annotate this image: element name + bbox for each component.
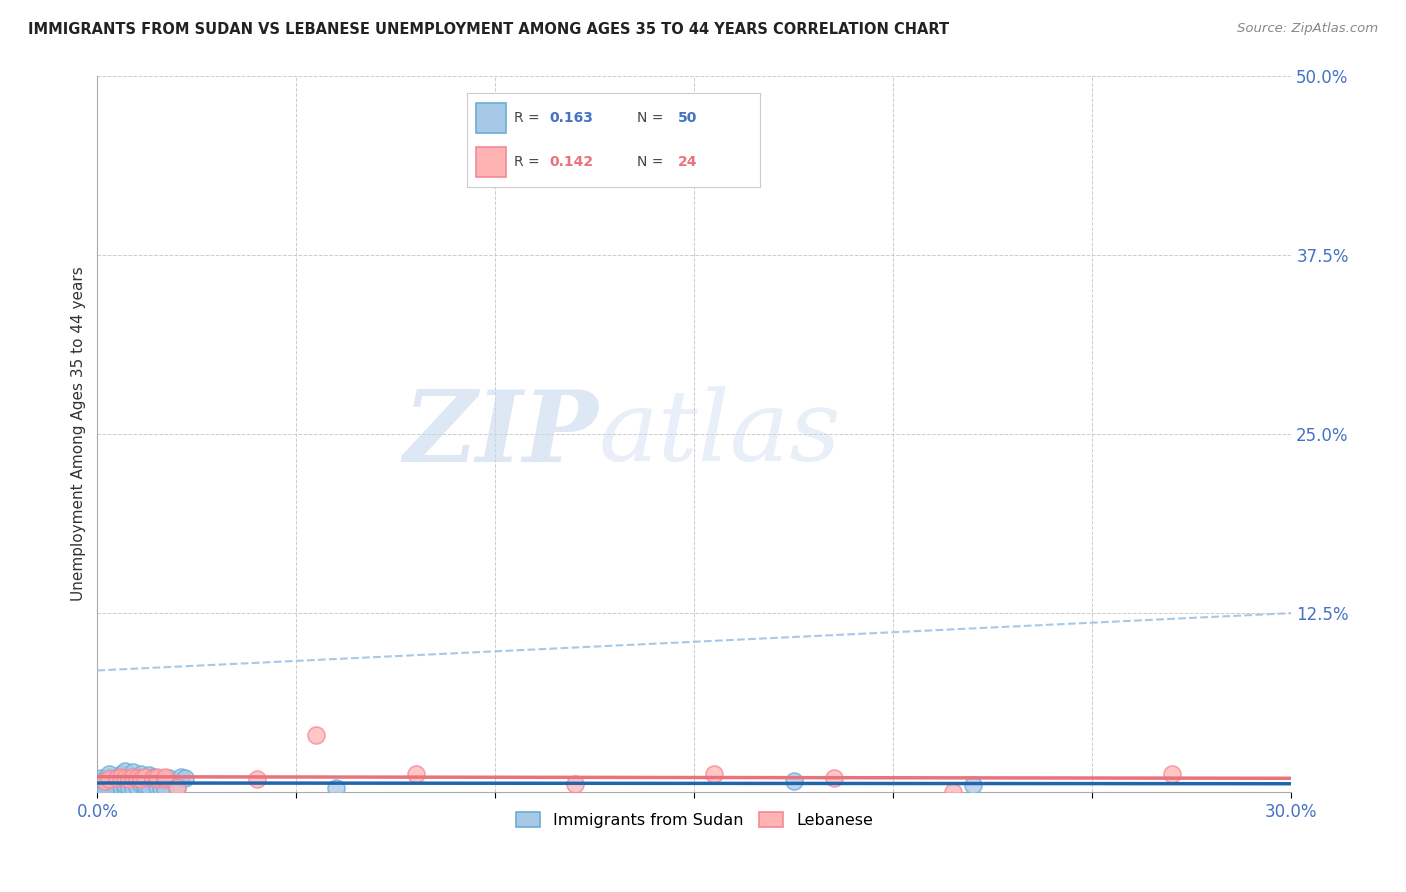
Point <box>110 766 132 780</box>
Point <box>103 773 125 788</box>
Point <box>94 777 117 791</box>
Point <box>127 770 149 784</box>
Point <box>122 782 145 797</box>
Point <box>157 771 180 785</box>
Point <box>114 771 136 785</box>
Point <box>146 780 169 794</box>
Point <box>153 782 176 797</box>
Point <box>703 766 725 780</box>
Point <box>94 773 117 788</box>
Point <box>153 772 176 787</box>
Point <box>129 766 152 780</box>
Point <box>105 782 128 797</box>
Point <box>962 778 984 792</box>
Point <box>94 775 117 789</box>
Point <box>90 773 112 788</box>
Point <box>114 780 136 795</box>
Point <box>105 778 128 792</box>
Text: atlas: atlas <box>599 386 842 482</box>
Point <box>138 768 160 782</box>
Point <box>146 770 169 784</box>
Legend: Immigrants from Sudan, Lebanese: Immigrants from Sudan, Lebanese <box>509 806 879 835</box>
Point <box>138 780 160 794</box>
Point <box>325 780 347 795</box>
Point <box>564 777 586 791</box>
Point <box>170 770 193 784</box>
Point <box>94 778 117 792</box>
Y-axis label: Unemployment Among Ages 35 to 44 years: Unemployment Among Ages 35 to 44 years <box>72 267 86 601</box>
Point <box>823 771 845 785</box>
Point <box>405 766 427 780</box>
Point <box>245 772 267 787</box>
Point <box>134 780 156 795</box>
Point <box>134 770 156 784</box>
Point <box>150 780 173 795</box>
Point <box>98 782 121 797</box>
Text: Source: ZipAtlas.com: Source: ZipAtlas.com <box>1237 22 1378 36</box>
Point <box>118 770 141 784</box>
Point <box>94 780 117 794</box>
Point <box>98 766 121 780</box>
Point <box>98 772 121 787</box>
Point <box>129 772 152 787</box>
Point <box>98 770 121 784</box>
Point <box>94 784 117 798</box>
Point <box>166 780 188 794</box>
Point <box>110 770 132 784</box>
Point <box>783 773 806 788</box>
Point <box>103 777 125 791</box>
Point <box>174 771 197 785</box>
Point <box>98 780 121 794</box>
Point <box>110 780 132 794</box>
Point <box>1161 766 1184 780</box>
Point <box>142 771 165 785</box>
Point <box>118 780 141 795</box>
Point <box>142 770 165 784</box>
Point <box>110 780 132 795</box>
Point <box>105 771 128 785</box>
Point <box>98 772 121 787</box>
Text: ZIP: ZIP <box>404 385 599 483</box>
Point <box>127 780 149 794</box>
Point <box>153 770 176 784</box>
Point <box>103 778 125 792</box>
Text: IMMIGRANTS FROM SUDAN VS LEBANESE UNEMPLOYMENT AMONG AGES 35 TO 44 YEARS CORRELA: IMMIGRANTS FROM SUDAN VS LEBANESE UNEMPL… <box>28 22 949 37</box>
Point <box>166 780 188 795</box>
Point <box>134 778 156 792</box>
Point <box>942 785 965 799</box>
Point <box>90 771 112 785</box>
Point <box>114 778 136 792</box>
Point <box>94 780 117 795</box>
Point <box>98 775 121 789</box>
Point <box>103 780 125 795</box>
Point <box>122 770 145 784</box>
Point <box>127 771 149 785</box>
Point <box>122 765 145 780</box>
Point <box>114 764 136 778</box>
Point <box>129 777 152 791</box>
Point <box>118 772 141 787</box>
Point <box>146 772 169 787</box>
Point <box>105 780 128 795</box>
Point <box>305 728 328 742</box>
